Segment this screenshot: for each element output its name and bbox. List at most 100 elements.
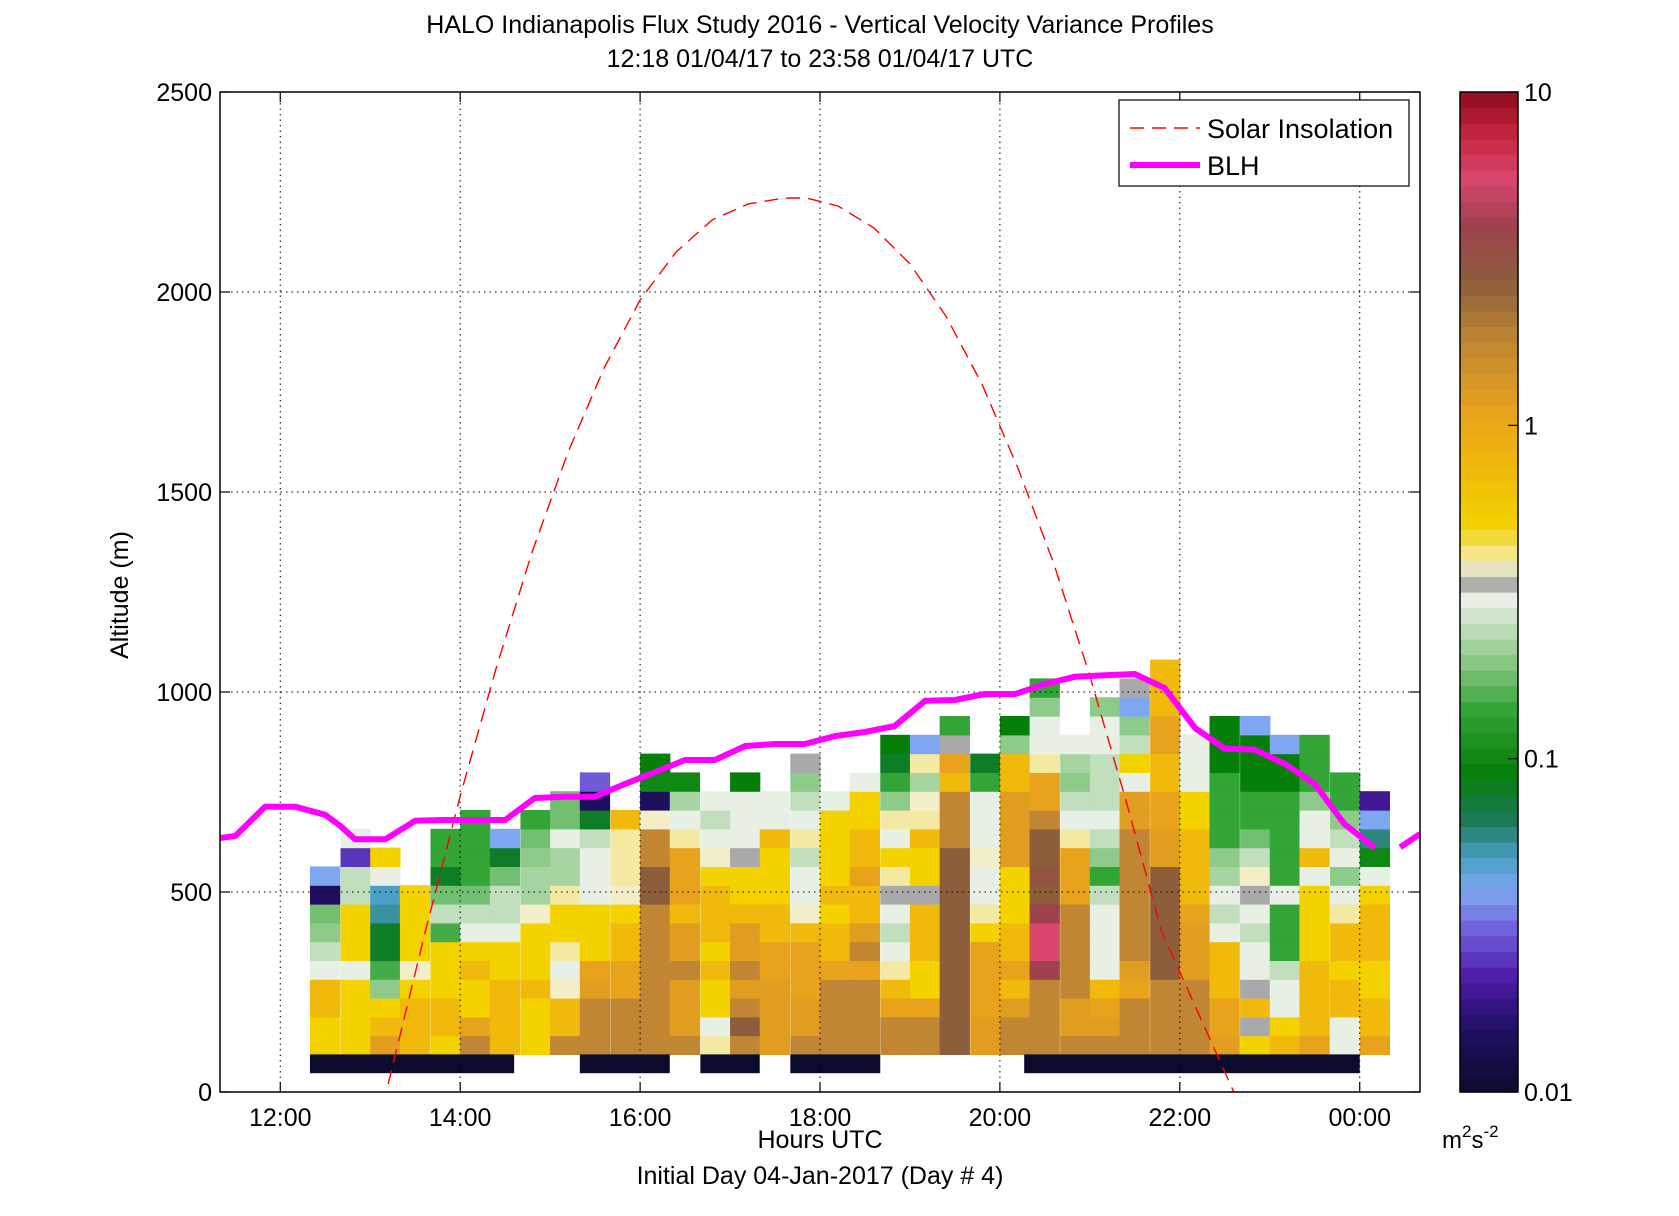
heatmap-cell [909,1035,941,1055]
heatmap-cell [790,828,821,849]
heatmap-cell [1209,998,1240,1018]
heatmap-cell [640,1035,671,1055]
heatmap-cell [1089,734,1121,755]
heatmap-cell [640,847,671,867]
heatmap-cell [939,810,970,830]
heatmap-cell [1269,810,1301,830]
heatmap-cell [1269,828,1301,849]
heatmap-cell [640,828,671,849]
heatmap-cell [820,885,851,905]
heatmap-cell [579,772,611,792]
heatmap-cell [820,979,851,999]
heatmap-cell [579,1016,611,1037]
heatmap-cell [700,791,731,811]
heatmap-cell [1179,1016,1211,1037]
heatmap-cell [669,866,701,886]
heatmap-cell [579,922,611,943]
heatmap-cell [610,922,641,943]
no-data-bars [309,1054,1360,1074]
heatmap-cell [550,922,581,943]
heatmap-cell [640,866,671,886]
heatmap-cell [790,1016,821,1037]
y-tick-label: 2500 [156,79,212,107]
heatmap-cell [640,941,671,961]
heatmap-cell [489,979,521,999]
colorbar-segment [1460,326,1518,343]
heatmap-cell [999,753,1031,773]
heatmap-cell [550,998,581,1018]
heatmap-cell [700,922,731,943]
heatmap-cell [1179,904,1211,924]
heatmap-cell [340,885,371,905]
heatmap-cell [579,904,611,924]
colorbar-segment [1460,482,1518,499]
heatmap-cell [1359,1016,1391,1037]
colorbar-segment [1460,779,1518,796]
heatmap-cell [520,828,551,849]
heatmap-cell [1209,847,1240,867]
heatmap-cell [1209,828,1240,849]
heatmap-cell [700,1016,731,1037]
heatmap-cell [849,810,880,830]
heatmap-cell [790,941,821,961]
colorbar-segment [1460,498,1518,515]
colorbar-segment [1460,670,1518,687]
heatmap-cell [1089,960,1121,980]
heatmap-cell [849,791,880,811]
colorbar-segment [1460,873,1518,890]
heatmap-cell [790,847,821,867]
heatmap-cell [1330,998,1361,1018]
heatmap-cell [939,1035,970,1055]
heatmap-cell [970,998,1001,1018]
colorbar-tick-label: 1 [1524,412,1538,440]
heatmap-cell [309,922,341,943]
heatmap-cell [1179,922,1211,943]
heatmap-cell [700,979,731,999]
colorbar-segment [1460,1045,1518,1062]
heatmap-cell [1060,885,1091,905]
no-data-bar [579,1054,670,1074]
heatmap-cell [1029,922,1060,943]
heatmap-cell [1150,866,1181,886]
heatmap-cell [1089,753,1121,773]
heatmap-cell [1119,1035,1150,1055]
heatmap-cell [759,810,791,830]
heatmap-cell [759,941,791,961]
x-tick-label: 14:00 [429,1104,492,1132]
colorbar-segment [1460,842,1518,859]
heatmap-cell [1089,922,1121,943]
heatmap-cell [759,904,791,924]
heatmap-cell [550,810,581,830]
heatmap-cell [1089,847,1121,867]
heatmap-cell [759,922,791,943]
heatmap-cell [849,960,880,980]
colorbar-segment [1460,154,1518,171]
heatmap-cell [1209,753,1240,773]
heatmap-cell [1119,716,1150,736]
heatmap-cell [1299,866,1330,886]
heatmap-cell [1359,847,1391,867]
heatmap-cell [1299,885,1330,905]
heatmap-cell [1179,979,1211,999]
heatmap-cell [909,753,941,773]
legend-label-blh: BLH [1207,151,1260,181]
heatmap-cell [1299,734,1330,755]
heatmap-cell [340,998,371,1018]
colorbar-segment [1460,982,1518,999]
colorbar-segment [1460,467,1518,484]
colorbar-segment [1460,1060,1518,1077]
heatmap-cell [820,791,851,811]
heatmap-cell [640,1016,671,1037]
colorbar-segment [1460,998,1518,1015]
heatmap-cell [1150,810,1181,830]
heatmap-cell [1029,847,1060,867]
heatmap-cell [730,791,761,811]
heatmap-cell [640,885,671,905]
heatmap-cell [1089,772,1121,792]
heatmap-cell [309,960,341,980]
heatmap-cell [790,866,821,886]
heatmap-cell [790,791,821,811]
heatmap-cell [460,1035,491,1055]
heatmap-cell [489,904,521,924]
heatmap-cell [700,904,731,924]
